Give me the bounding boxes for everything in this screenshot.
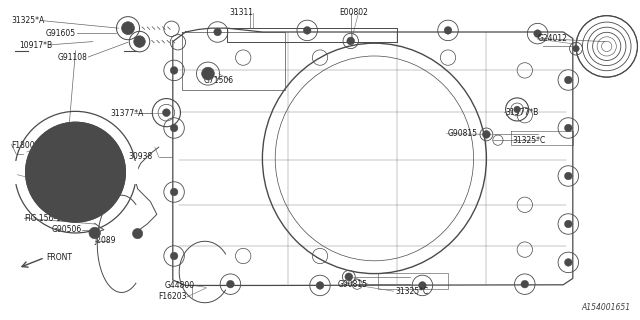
Ellipse shape — [521, 280, 529, 288]
Ellipse shape — [170, 67, 178, 74]
Text: 31325*A: 31325*A — [12, 16, 45, 25]
Ellipse shape — [345, 273, 353, 281]
Ellipse shape — [564, 124, 572, 132]
Text: 31377*A: 31377*A — [110, 109, 143, 118]
Ellipse shape — [163, 109, 170, 116]
Ellipse shape — [564, 76, 572, 84]
Text: G4902: G4902 — [35, 182, 60, 191]
Text: A154001651: A154001651 — [581, 303, 630, 312]
Text: J2089: J2089 — [95, 236, 116, 245]
Ellipse shape — [419, 282, 426, 289]
Ellipse shape — [444, 27, 452, 34]
Text: G90815: G90815 — [338, 280, 368, 289]
Text: G71506: G71506 — [204, 76, 234, 85]
Ellipse shape — [564, 220, 572, 228]
Ellipse shape — [347, 37, 355, 45]
Text: 30938: 30938 — [128, 152, 152, 161]
Text: F18007: F18007 — [12, 141, 40, 150]
Text: G91605: G91605 — [46, 29, 76, 38]
Ellipse shape — [564, 172, 572, 180]
Text: G44800: G44800 — [165, 281, 195, 290]
Ellipse shape — [534, 30, 541, 37]
Ellipse shape — [170, 124, 178, 132]
Ellipse shape — [26, 122, 125, 222]
Ellipse shape — [122, 22, 134, 35]
Ellipse shape — [202, 67, 214, 80]
Ellipse shape — [132, 228, 143, 239]
Ellipse shape — [170, 252, 178, 260]
Text: 99027: 99027 — [83, 164, 108, 173]
Text: G24012: G24012 — [538, 34, 568, 43]
Text: G90815: G90815 — [448, 129, 478, 138]
Ellipse shape — [573, 45, 579, 52]
Text: G91108: G91108 — [58, 53, 88, 62]
Ellipse shape — [134, 36, 145, 47]
Ellipse shape — [483, 131, 490, 138]
Text: 31325*C: 31325*C — [396, 287, 429, 296]
Ellipse shape — [303, 27, 311, 34]
Ellipse shape — [89, 227, 100, 239]
Ellipse shape — [34, 131, 117, 214]
Text: FIG.156-1: FIG.156-1 — [24, 214, 61, 223]
Text: 31325*C: 31325*C — [512, 136, 545, 145]
Ellipse shape — [214, 28, 221, 36]
Ellipse shape — [227, 280, 234, 288]
Text: FRONT: FRONT — [46, 253, 72, 262]
Text: F16203: F16203 — [159, 292, 188, 301]
Text: E00802: E00802 — [339, 8, 368, 17]
Ellipse shape — [564, 259, 572, 266]
Text: 31311: 31311 — [229, 8, 253, 17]
Ellipse shape — [514, 106, 520, 113]
Text: 31377*B: 31377*B — [506, 108, 539, 117]
Ellipse shape — [316, 282, 324, 289]
Ellipse shape — [170, 188, 178, 196]
Text: 10917*B: 10917*B — [19, 41, 52, 50]
Text: G90506: G90506 — [51, 225, 81, 234]
